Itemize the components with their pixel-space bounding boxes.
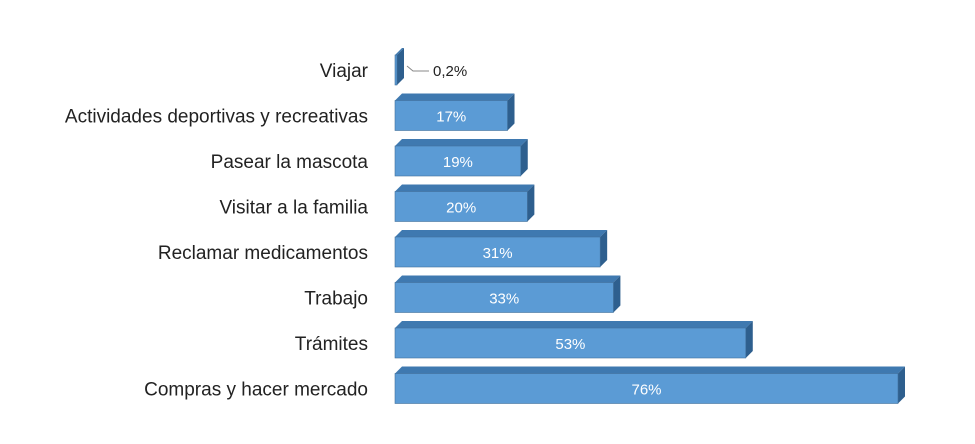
data-label: 17% [436,109,466,126]
bar-top-face [395,275,621,283]
bar-3 [394,139,528,177]
bar-side-face [397,48,404,85]
bar-1 [394,48,404,86]
bar-side-face [613,275,621,313]
data-label: 31% [483,245,513,262]
bar-8 [394,366,905,404]
bar-side-face [520,139,528,176]
bar-front-face [394,236,601,268]
bar-top-face [395,230,608,237]
data-label: 53% [555,336,585,353]
bar-2 [394,93,515,131]
data-label: 20% [446,200,476,217]
bar-top-face [395,93,515,101]
bar-front-face [394,373,899,404]
bar-front-face [394,327,747,359]
bar-side-face [507,93,515,131]
bar-front-face [394,282,614,313]
bar-top-face [395,184,535,192]
category-label: Actividades deportivas y recreativas [65,107,368,128]
bar-front-face [394,145,522,177]
bar-top-face [395,366,905,374]
bar-top-face [395,48,404,55]
bar-4 [394,184,535,222]
bar-side-face [898,366,905,404]
bar-side-face [745,321,753,358]
bar-6 [394,275,621,313]
data-label: 33% [489,291,519,308]
bar-side-face [527,184,535,222]
data-label: 19% [443,154,473,171]
category-label: Pasear la mascota [211,152,369,173]
category-label: Trámites [295,334,368,355]
leader-line [406,65,429,72]
category-label: Reclamar medicamentos [158,243,368,264]
category-label: Trabajo [304,289,368,310]
data-label: 0,2% [433,63,467,80]
bar-front-face [394,54,398,86]
data-label: 76% [631,382,661,399]
bar-top-face [395,321,753,328]
bar-front-face [394,100,508,131]
labels-group: Viajar 0,2% Actividades deportivas y recre… [65,61,662,401]
category-label: Visitar a la familia [219,198,368,219]
bar-top-face [395,139,528,146]
bar-front-face [394,191,528,222]
bar-5 [394,230,608,268]
category-label: Compras y hacer mercado [144,380,368,401]
bar-side-face [600,230,608,267]
bars-group [394,48,905,404]
bar-7 [394,321,753,359]
category-label: Viajar [320,61,369,82]
